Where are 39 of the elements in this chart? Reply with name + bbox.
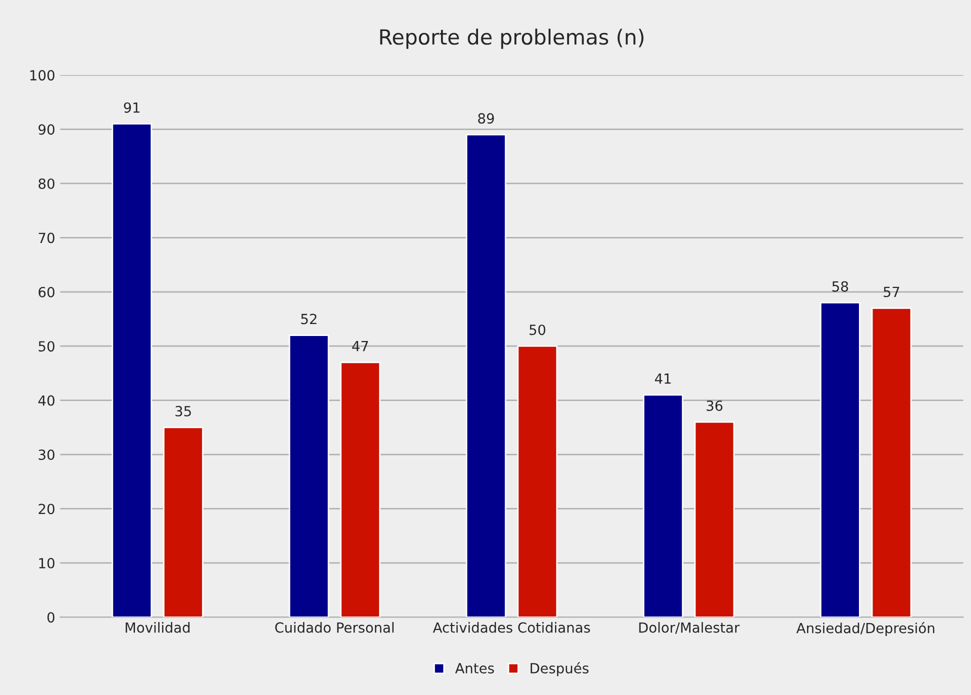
x-tick-label: Movilidad bbox=[126, 622, 190, 633]
y-tick-label: 20 bbox=[38, 504, 54, 514]
bar bbox=[517, 345, 558, 618]
bar bbox=[466, 134, 506, 618]
bar bbox=[340, 362, 380, 618]
chart-title: Reporte de problemas (n) bbox=[380, 28, 644, 49]
data-label: 36 bbox=[706, 400, 722, 411]
y-tick-label: 60 bbox=[38, 286, 54, 298]
y-tick-label: 10 bbox=[39, 558, 54, 568]
bar bbox=[871, 307, 912, 618]
data-label: 47 bbox=[352, 341, 368, 352]
bar bbox=[694, 421, 735, 618]
y-tick-label: 80 bbox=[38, 178, 54, 189]
y-tick-label: 90 bbox=[38, 124, 54, 135]
data-label: 89 bbox=[478, 113, 494, 124]
data-label: 50 bbox=[530, 324, 546, 336]
bar bbox=[820, 302, 860, 618]
legend-label: Antes bbox=[455, 663, 494, 674]
data-label: 91 bbox=[124, 102, 140, 113]
bar bbox=[642, 394, 684, 618]
x-tick-label: Actividades Cotidianas bbox=[432, 622, 590, 633]
data-label: 52 bbox=[301, 314, 316, 324]
bar bbox=[112, 123, 152, 618]
legend-label: Después bbox=[530, 662, 589, 676]
x-tick-label: Ansiedad/Depresión bbox=[796, 622, 934, 636]
x-tick-label: Cuidado Personal bbox=[275, 622, 394, 633]
y-tick-label: 100 bbox=[30, 70, 54, 81]
data-label: 41 bbox=[654, 374, 671, 384]
y-tick-label: 70 bbox=[38, 232, 54, 244]
y-tick-label: 50 bbox=[38, 341, 54, 352]
data-label: 35 bbox=[175, 406, 191, 416]
y-tick-label: 0 bbox=[47, 612, 54, 623]
bar bbox=[288, 334, 330, 618]
data-label: 58 bbox=[832, 281, 848, 292]
x-tick-label: Dolor/Malestar bbox=[639, 622, 740, 634]
data-label: 57 bbox=[884, 286, 900, 298]
bar bbox=[163, 426, 204, 618]
y-tick-label: 30 bbox=[38, 450, 54, 460]
y-tick-label: 40 bbox=[38, 395, 54, 406]
